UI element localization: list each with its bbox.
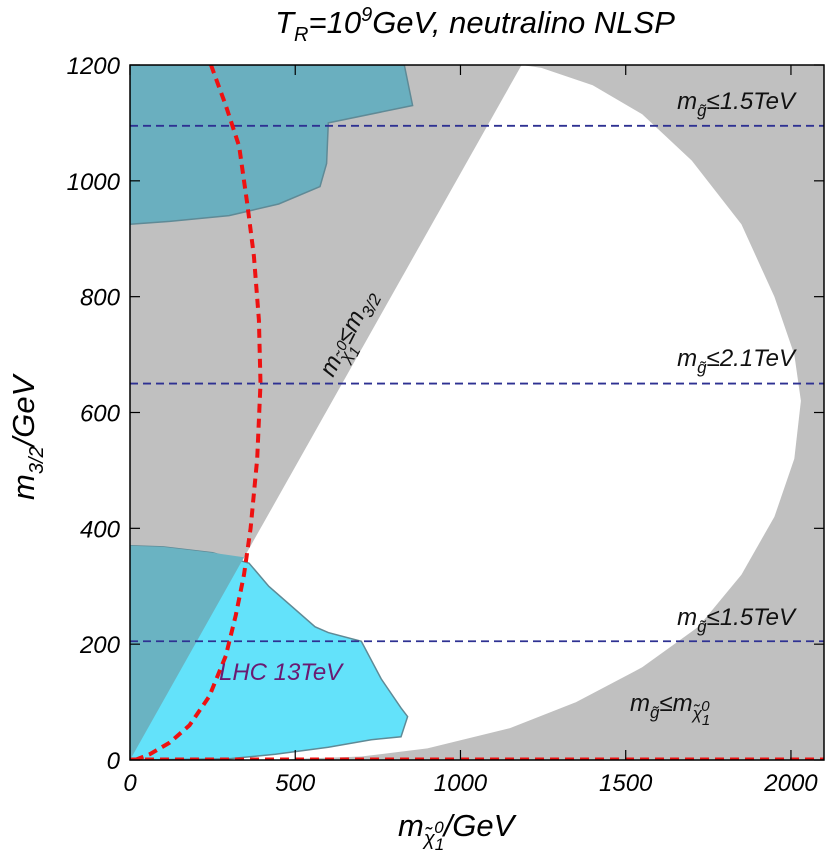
axis-ticks: 0 500 1000 1500 2000 0 200 400 600 800 1000 1200 xyxy=(67,53,824,797)
title-mid: =10 xyxy=(308,5,361,40)
x-tick-label: 500 xyxy=(275,770,316,797)
title-t: T xyxy=(275,5,296,40)
chart-title: TR=109GeV, neutralino NLSP xyxy=(275,4,675,46)
gluino-label-low: mg̃≤1.5TeV xyxy=(677,604,797,636)
x-axis-label: mχ̃10/GeV xyxy=(398,808,518,854)
x-tick-label: 1500 xyxy=(599,770,653,797)
x-tick-label: 0 xyxy=(123,770,137,797)
y-tick-label: 600 xyxy=(80,401,121,428)
gluino-lines xyxy=(130,124,824,643)
title-suffix: GeV, neutralino NLSP xyxy=(372,5,675,40)
allowed-region xyxy=(130,65,801,760)
y-tick-label: 0 xyxy=(107,748,121,775)
lhc-label: LHC 13TeV xyxy=(219,659,344,686)
title-sup: 9 xyxy=(361,4,372,26)
y-axis-label: m3/2/GeV xyxy=(6,372,48,500)
x-tick-label: 1000 xyxy=(434,770,488,797)
y-tick-label: 200 xyxy=(79,632,121,659)
y-tick-label: 800 xyxy=(80,285,121,312)
y-tick-label: 1200 xyxy=(67,53,121,80)
y-tick-label: 1000 xyxy=(67,169,121,196)
lhc-overlap-region xyxy=(130,545,244,760)
gluino-label-mid: mg̃≤2.1TeV xyxy=(677,345,797,377)
y-tick-label: 400 xyxy=(80,516,121,543)
title-t-sub: R xyxy=(294,24,308,46)
gluino-nlsp-label: mg̃≤mχ̃10 xyxy=(630,690,710,729)
x-tick-label: 2000 xyxy=(763,770,818,797)
gluino-label-top: mg̃≤1.5TeV xyxy=(677,88,797,120)
upper-excluded-region xyxy=(130,65,414,226)
red-dashed-curve xyxy=(134,65,263,760)
